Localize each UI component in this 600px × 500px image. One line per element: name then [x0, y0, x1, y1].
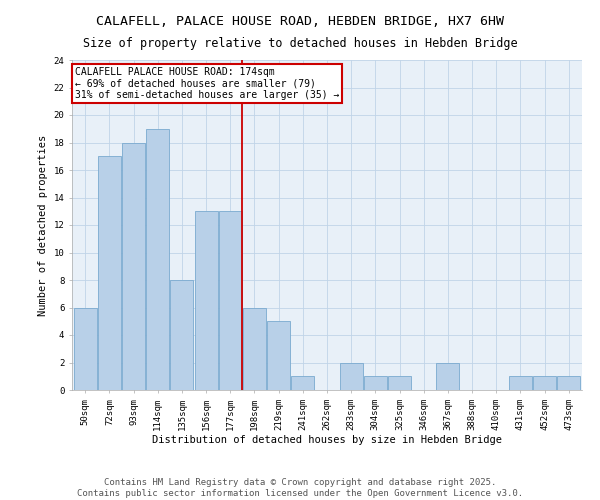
- Bar: [340, 362, 362, 390]
- Bar: [74, 308, 97, 390]
- Bar: [509, 376, 532, 390]
- Bar: [364, 376, 387, 390]
- Bar: [170, 280, 193, 390]
- X-axis label: Distribution of detached houses by size in Hebden Bridge: Distribution of detached houses by size …: [152, 436, 502, 446]
- Bar: [533, 376, 556, 390]
- Bar: [122, 142, 145, 390]
- Bar: [292, 376, 314, 390]
- Text: CALAFELL PALACE HOUSE ROAD: 174sqm
← 69% of detached houses are smaller (79)
31%: CALAFELL PALACE HOUSE ROAD: 174sqm ← 69%…: [74, 66, 339, 100]
- Bar: [267, 322, 290, 390]
- Bar: [243, 308, 266, 390]
- Y-axis label: Number of detached properties: Number of detached properties: [38, 134, 48, 316]
- Bar: [194, 211, 218, 390]
- Bar: [98, 156, 121, 390]
- Bar: [436, 362, 460, 390]
- Bar: [146, 128, 169, 390]
- Bar: [219, 211, 242, 390]
- Bar: [388, 376, 411, 390]
- Text: Size of property relative to detached houses in Hebden Bridge: Size of property relative to detached ho…: [83, 38, 517, 51]
- Text: Contains HM Land Registry data © Crown copyright and database right 2025.
Contai: Contains HM Land Registry data © Crown c…: [77, 478, 523, 498]
- Bar: [557, 376, 580, 390]
- Text: CALAFELL, PALACE HOUSE ROAD, HEBDEN BRIDGE, HX7 6HW: CALAFELL, PALACE HOUSE ROAD, HEBDEN BRID…: [96, 15, 504, 28]
